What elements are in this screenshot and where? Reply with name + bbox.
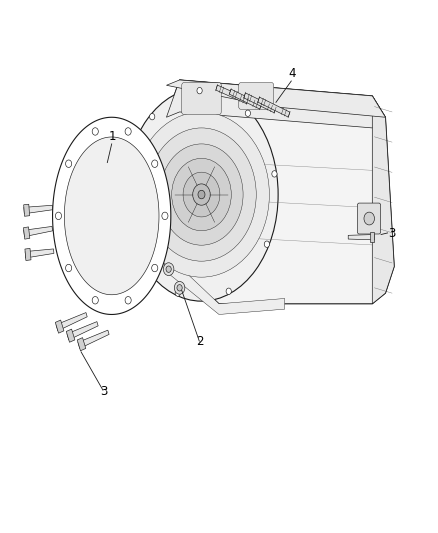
Circle shape: [172, 158, 231, 231]
Circle shape: [125, 128, 131, 135]
Text: 4: 4: [288, 67, 296, 80]
Circle shape: [147, 128, 256, 261]
Circle shape: [226, 288, 231, 294]
Circle shape: [174, 281, 185, 294]
Polygon shape: [25, 249, 54, 258]
Text: 2: 2: [196, 335, 204, 349]
Circle shape: [149, 114, 155, 120]
FancyBboxPatch shape: [357, 203, 381, 234]
Circle shape: [193, 184, 210, 205]
Polygon shape: [24, 204, 30, 216]
Circle shape: [272, 171, 277, 177]
Text: 3: 3: [100, 385, 107, 399]
Polygon shape: [348, 235, 374, 240]
Polygon shape: [258, 97, 290, 117]
Text: 1: 1: [108, 130, 116, 143]
Polygon shape: [77, 337, 86, 351]
Polygon shape: [158, 240, 285, 314]
FancyBboxPatch shape: [182, 83, 221, 115]
Circle shape: [245, 110, 251, 116]
Circle shape: [198, 190, 205, 199]
Polygon shape: [244, 93, 276, 113]
Polygon shape: [216, 85, 248, 104]
Polygon shape: [370, 232, 374, 242]
Polygon shape: [24, 205, 53, 214]
Polygon shape: [372, 96, 394, 304]
Circle shape: [66, 160, 72, 167]
Circle shape: [135, 246, 141, 252]
Circle shape: [183, 172, 220, 217]
Polygon shape: [53, 117, 171, 314]
Polygon shape: [23, 227, 30, 239]
Circle shape: [162, 212, 168, 220]
Polygon shape: [25, 248, 31, 261]
Circle shape: [125, 176, 131, 182]
Polygon shape: [56, 312, 87, 331]
Circle shape: [175, 290, 180, 296]
Circle shape: [125, 296, 131, 304]
Polygon shape: [166, 80, 385, 128]
Circle shape: [134, 112, 269, 277]
Circle shape: [152, 160, 158, 167]
Circle shape: [197, 87, 202, 94]
Circle shape: [364, 212, 374, 225]
Polygon shape: [66, 329, 75, 342]
Circle shape: [152, 264, 158, 272]
Text: 3: 3: [388, 227, 396, 240]
Circle shape: [264, 241, 269, 247]
Circle shape: [55, 212, 61, 220]
Polygon shape: [166, 80, 385, 117]
Ellipse shape: [125, 88, 278, 301]
Circle shape: [177, 285, 182, 291]
Circle shape: [163, 263, 174, 276]
Circle shape: [166, 266, 171, 272]
Polygon shape: [230, 89, 261, 109]
Polygon shape: [78, 330, 109, 349]
Polygon shape: [166, 80, 394, 304]
Circle shape: [92, 296, 98, 304]
Polygon shape: [64, 137, 159, 295]
FancyBboxPatch shape: [239, 83, 274, 109]
Circle shape: [92, 128, 98, 135]
Circle shape: [160, 144, 243, 245]
Circle shape: [66, 264, 72, 272]
Polygon shape: [24, 227, 53, 237]
Polygon shape: [55, 320, 64, 333]
Polygon shape: [67, 321, 98, 340]
